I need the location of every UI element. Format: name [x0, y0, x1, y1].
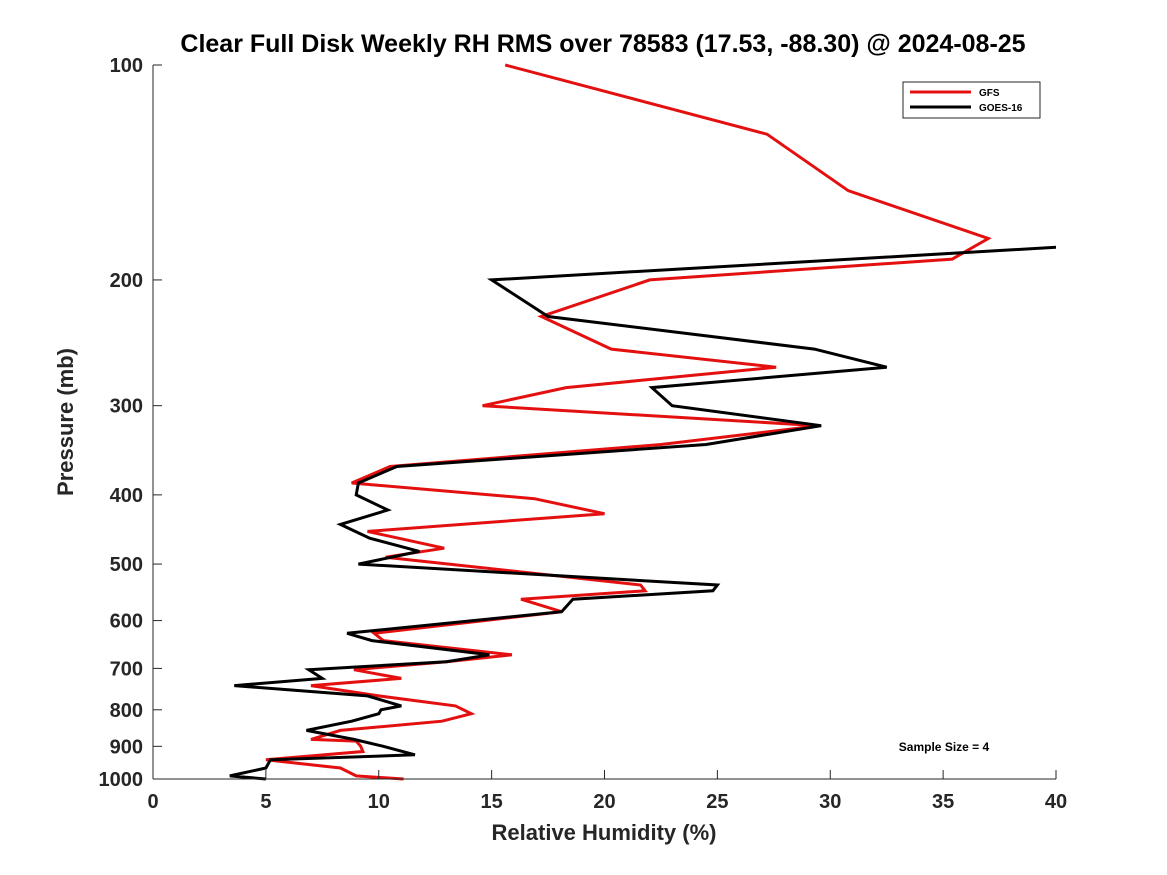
x-tick-label: 35: [932, 791, 954, 813]
plot-area: [153, 65, 1056, 779]
y-tick-label: 900: [110, 736, 143, 758]
y-tick-label: 800: [110, 700, 143, 722]
x-tick-label: 25: [706, 791, 728, 813]
legend-box: [902, 81, 1041, 119]
x-tick-label: 0: [147, 791, 158, 813]
x-tick-label: 5: [260, 791, 271, 813]
sample-size-annotation: Sample Size = 4: [899, 740, 990, 754]
y-tick-label: 100: [110, 55, 143, 77]
legend-label: GFS: [979, 88, 1000, 99]
y-tick-label: 500: [110, 554, 143, 576]
chart-title: Clear Full Disk Weekly RH RMS over 78583…: [180, 30, 1025, 58]
x-tick-label: 40: [1045, 791, 1067, 813]
y-tick-label: 200: [110, 270, 143, 292]
legend-label: GOES-16: [979, 103, 1023, 114]
y-tick-label: 1000: [99, 769, 144, 791]
axes-layer: 0 5 10 15 20 25 30 35 40 100 200 300 400 500 600 700 800…: [99, 55, 1068, 813]
y-axis-label: Pressure (mb): [53, 348, 78, 496]
x-tick-label: 10: [368, 791, 390, 813]
y-tick-label: 600: [110, 611, 143, 633]
series-line-gfs: [265, 63, 992, 781]
series-line-goes-16: [229, 245, 1057, 781]
y-tick-label: 700: [110, 658, 143, 680]
x-tick-label: 15: [481, 791, 503, 813]
x-tick-label: 30: [819, 791, 841, 813]
legend: GFS GOES-16: [902, 81, 1041, 119]
series-layer: [229, 63, 1057, 781]
y-tick-label: 300: [110, 396, 143, 418]
x-axis-label: Relative Humidity (%): [492, 820, 717, 845]
x-tick-label: 20: [593, 791, 615, 813]
y-tick-label: 400: [110, 485, 143, 507]
